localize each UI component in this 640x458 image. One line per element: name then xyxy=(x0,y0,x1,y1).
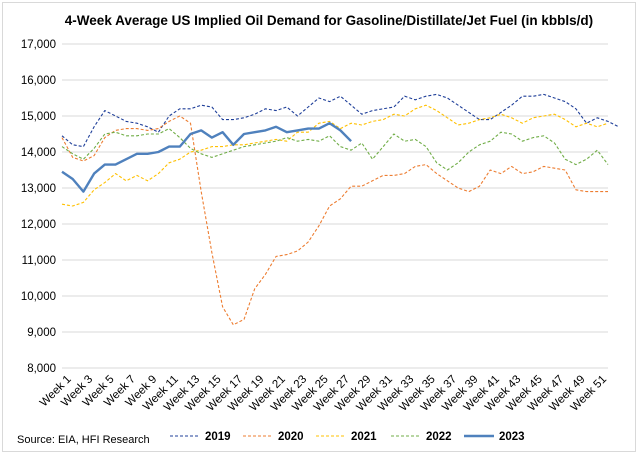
line-chart: 4-Week Average US Implied Oil Demand for… xyxy=(17,13,619,446)
legend: 2019 2020 2021 2022 2023 xyxy=(170,431,525,443)
y-tick-label: 9,000 xyxy=(27,327,56,339)
y-tick-label: 11,000 xyxy=(22,255,56,267)
legend-label-2022: 2022 xyxy=(426,431,452,443)
y-tick-label: 14,000 xyxy=(21,147,56,159)
series-lines xyxy=(61,93,619,326)
legend-label-2021: 2021 xyxy=(351,431,377,443)
y-tick-label: 8,000 xyxy=(27,363,56,375)
series-line-2023 xyxy=(61,121,352,193)
series-line-2021 xyxy=(61,104,609,207)
y-tick-label: 16,000 xyxy=(21,75,56,87)
series-line-2019 xyxy=(61,93,619,148)
y-tick-label: 12,000 xyxy=(21,219,56,231)
legend-label-2019: 2019 xyxy=(205,431,231,443)
y-tick-label: 15,000 xyxy=(21,111,56,123)
y-axis-labels: 8,000 9,000 10,000 11,000 12,000 13,000 14,000… xyxy=(21,39,56,375)
y-tick-label: 13,000 xyxy=(21,183,56,195)
series-line-2020 xyxy=(61,115,608,326)
chart-title: 4-Week Average US Implied Oil Demand for… xyxy=(65,13,593,28)
legend-label-2020: 2020 xyxy=(278,431,304,443)
source-note: Source: EIA, HFI Research xyxy=(17,434,150,446)
gridlines xyxy=(62,43,608,369)
legend-label-2023: 2023 xyxy=(499,431,525,443)
y-tick-label: 17,000 xyxy=(21,39,56,51)
chart-frame: 4-Week Average US Implied Oil Demand for… xyxy=(2,2,636,452)
y-tick-label: 10,000 xyxy=(21,291,56,303)
series-line-2022 xyxy=(61,128,609,171)
